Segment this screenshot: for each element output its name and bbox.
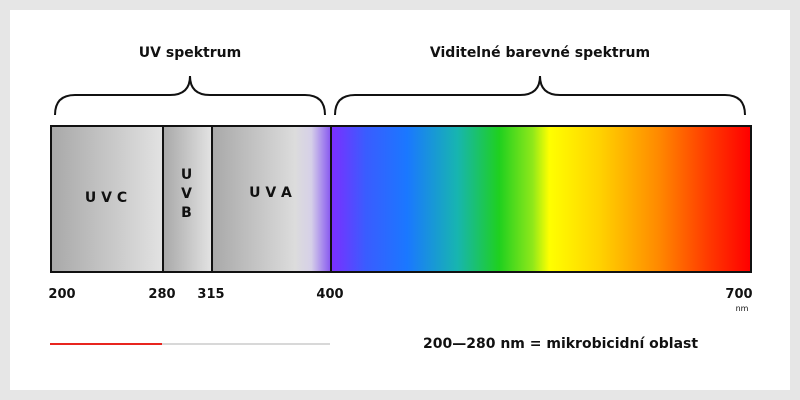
unit-label: nm	[735, 304, 749, 313]
tick-label: 315	[197, 287, 225, 302]
tick-label: 700	[725, 287, 753, 302]
band-label: U V C	[84, 190, 128, 206]
spectrum-band	[330, 125, 752, 273]
group-label: UV spektrum	[138, 45, 242, 61]
spectrum-band	[50, 125, 164, 273]
spectrum-band	[211, 125, 332, 273]
brace	[54, 75, 326, 116]
band-label: U V B	[180, 167, 193, 221]
tick-label: 200	[48, 287, 76, 302]
tick-label: 400	[316, 287, 344, 302]
group-label: Viditelné barevné spektrum	[429, 45, 651, 61]
brace	[334, 75, 746, 116]
band-label: U V A	[249, 185, 292, 201]
legend-text: 200—280 nm = mikrobicidní oblast	[423, 336, 699, 352]
tick-label: 280	[148, 287, 176, 302]
